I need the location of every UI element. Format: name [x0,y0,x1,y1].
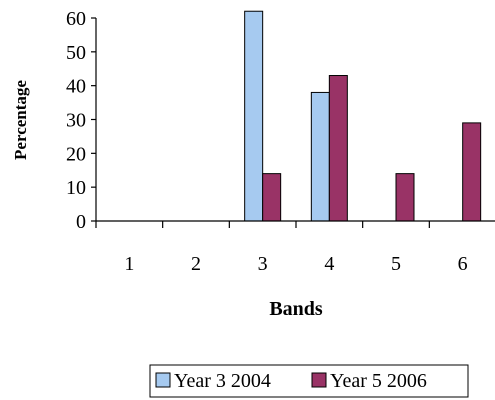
x-tick-label: 2 [191,253,201,275]
bar-series-2-4 [328,75,348,221]
bar-series-2-6 [462,122,482,221]
legend-label-year-3-2004: Year 3 2004 [174,370,271,392]
legend: Year 3 2004 Year 5 2006 [149,364,469,398]
y-tick-label: 20 [66,143,86,165]
x-tick-label: 1 [124,253,134,275]
legend-box [149,364,469,398]
x-axis-label: Bands [269,298,323,320]
x-tick-label: 4 [324,253,334,275]
x-tick-label: 6 [458,253,468,275]
bar-series-1-3 [244,10,264,221]
y-axis-label: Percentage [11,80,30,160]
y-tick-label: 10 [66,177,86,199]
x-tick-label: 5 [391,253,401,275]
y-tick-label: 30 [66,110,86,132]
legend-swatch-year-5-2006 [311,372,327,388]
bar-series-2-3 [262,173,282,221]
y-axis: 0 10 20 30 40 50 60 [66,8,96,233]
y-tick-label: 50 [66,42,86,64]
y-tick-label: 0 [76,211,86,233]
legend-label-year-5-2006: Year 5 2006 [330,370,427,392]
y-tick-label: 40 [66,76,86,98]
bar-series-1-4 [310,91,330,221]
x-tick-label: 3 [258,253,268,275]
bars [244,10,482,221]
y-tick-label: 60 [66,8,86,30]
legend-swatch-year-3-2004 [155,372,171,388]
x-axis: 1 2 3 4 5 6 [95,221,468,275]
bar-series-2-5 [395,173,415,221]
